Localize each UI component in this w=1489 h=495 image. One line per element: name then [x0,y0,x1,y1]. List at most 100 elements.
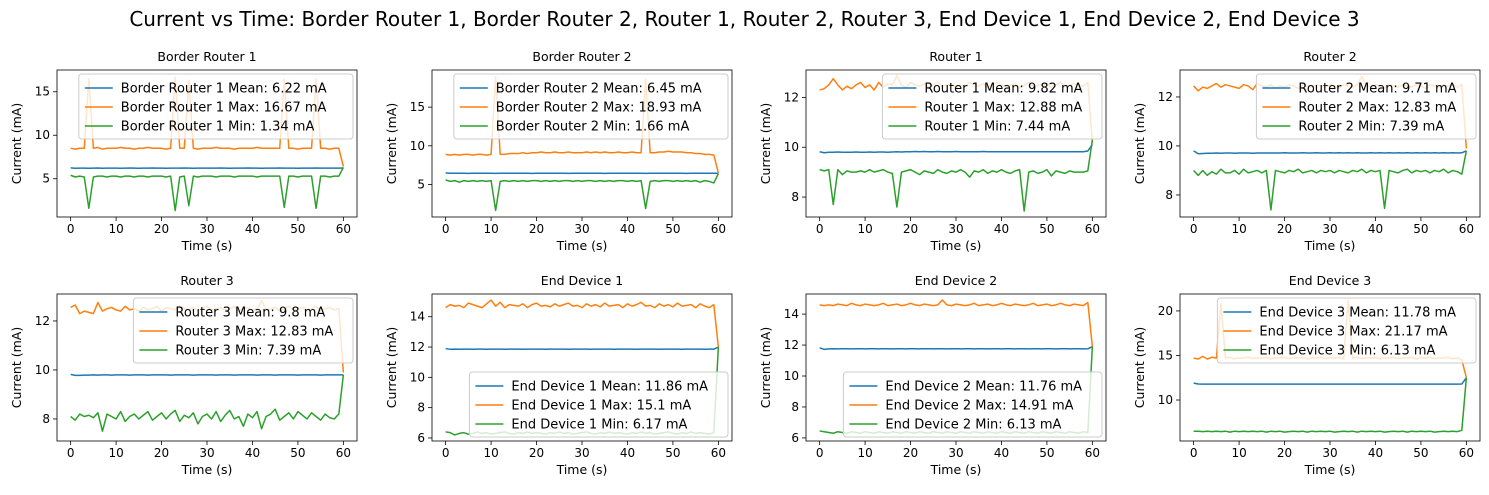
legend-entry-min: Router 1 Min: 7.44 mA [924,120,1070,135]
series-line-mean [1193,377,1467,385]
series-line-max [819,299,1094,347]
legend-entry-max: Border Router 1 Max: 16.67 mA [121,101,327,116]
y-axis-label: Current (mA) [758,103,773,184]
x-tick-label: 30 [1322,446,1337,460]
x-tick-label: 30 [199,222,214,236]
legend-entry-min: Router 3 Min: 7.39 mA [175,344,321,359]
subplot-title: End Device 1 [541,273,623,288]
y-tick-label: 10 [784,369,799,383]
series-line-max [70,76,345,167]
y-axis-label: Current (mA) [1132,103,1147,184]
x-tick-label: 30 [948,446,963,460]
legend: End Device 2 Mean: 11.76 mA End Device 2 … [842,371,1103,438]
subplot-1: Border Router 1 0 10 20 30 40 50 60 5 10 15 Time (s… [9,49,358,253]
legend-entry-mean: Router 2 Mean: 9.71 mA [1298,82,1456,97]
y-axis-label: Current (mA) [9,103,24,184]
legend-entry-max: Router 1 Max: 12.88 mA [924,101,1082,116]
legend-entry-mean: Border Router 1 Mean: 6.22 mA [121,82,327,97]
x-tick-label: 0 [816,222,824,236]
series-line-max [445,75,720,174]
legend-entry-max: End Device 1 Max: 15.1 mA [511,399,691,414]
subplot-6: End Device 1 0 10 20 30 40 50 60 6 8 10 12 14 Time (s… [384,273,733,477]
x-axis-label: Time (s) [556,462,608,477]
subplot-8: End Device 3 0 10 20 30 40 50 60 10 15 20 Time (s) C… [1132,273,1481,477]
legend: End Device 1 Mean: 11.86 mA End Device 1 … [468,371,729,438]
x-tick-label: 0 [442,446,450,460]
y-tick-label: 20 [1158,304,1173,318]
series-line-mean [1193,150,1467,155]
x-tick-label: 60 [336,446,351,460]
legend-box [1216,297,1477,364]
legend: Router 2 Mean: 9.71 mA Router 2 Max: 12.8… [1255,73,1477,140]
subplot-5: Router 3 0 10 20 30 40 50 60 8 10 12 Time (s) Curren… [9,273,358,477]
subplot-title: End Device 3 [1289,273,1371,288]
y-tick-label: 12 [1158,90,1173,104]
legend-entry-min: Border Router 1 Min: 1.34 mA [121,120,315,135]
x-tick-label: 0 [1190,446,1198,460]
x-axis-label: Time (s) [556,238,608,253]
series-line-mean [819,345,1093,351]
legend-box [881,73,1103,140]
legend-box [132,297,354,364]
legend-box [453,73,729,140]
series-line-min [70,374,345,432]
x-axis-label: Time (s) [930,462,982,477]
subplot-7: End Device 2 0 10 20 30 40 50 60 6 8 10 12 14 Time (s… [758,273,1107,477]
legend-entry-mean: End Device 3 Mean: 11.78 mA [1259,306,1456,321]
y-tick-label: 8 [1165,188,1173,202]
x-tick-label: 10 [857,222,872,236]
legend-entry-max: End Device 2 Max: 14.91 mA [885,399,1073,414]
x-tick-label: 50 [290,446,305,460]
y-tick-label: 10 [1158,393,1173,407]
y-axis-label: Current (mA) [9,327,24,408]
y-tick-label: 5 [42,172,50,186]
x-tick-label: 60 [1085,222,1100,236]
x-tick-label: 40 [1368,446,1383,460]
series-line-min [1193,377,1468,433]
y-axis-label: Current (mA) [758,327,773,408]
legend-entry-mean: Border Router 2 Mean: 6.45 mA [496,82,702,97]
x-tick-label: 0 [816,446,824,460]
x-tick-label: 10 [108,446,123,460]
figure-title: Current vs Time: Border Router 1, Border… [129,7,1359,31]
legend: Router 3 Mean: 9.8 mA Router 3 Max: 12.83… [132,297,354,364]
y-tick-label: 10 [35,363,50,377]
legend-entry-mean: End Device 1 Mean: 11.86 mA [511,380,708,395]
y-tick-label: 10 [410,370,425,384]
series-line-mean [70,373,344,377]
series-line-mean [445,346,719,351]
x-tick-label: 0 [1190,222,1198,236]
legend-entry-max: End Device 3 Max: 21.17 mA [1259,325,1447,340]
y-tick-label: 8 [42,412,50,426]
y-tick-label: 15 [410,100,425,114]
legend-entry-mean: Router 1 Mean: 9.82 mA [924,82,1082,97]
x-tick-label: 60 [1459,222,1474,236]
x-tick-label: 0 [67,222,75,236]
x-axis-label: Time (s) [181,462,233,477]
y-axis-label: Current (mA) [384,327,399,408]
x-tick-label: 50 [1413,446,1428,460]
x-tick-label: 40 [620,446,635,460]
legend-entry-min: End Device 1 Min: 6.17 mA [511,418,687,433]
subplot-title: Router 1 [929,49,982,64]
x-axis-label: Time (s) [1304,462,1356,477]
y-tick-label: 12 [784,90,799,104]
x-tick-label: 40 [245,222,260,236]
series-line-min [1193,150,1468,211]
x-tick-label: 20 [529,446,544,460]
y-tick-label: 12 [784,338,799,352]
x-tick-label: 60 [336,222,351,236]
legend-box [468,371,729,438]
x-tick-label: 10 [483,446,498,460]
y-tick-label: 15 [1158,348,1173,362]
legend-entry-max: Border Router 2 Max: 18.93 mA [496,101,702,116]
x-tick-label: 40 [620,222,635,236]
x-tick-label: 10 [1231,222,1246,236]
series-line-mean [819,144,1093,154]
x-tick-label: 20 [903,446,918,460]
y-tick-label: 10 [1158,139,1173,153]
legend-box [842,371,1103,438]
y-tick-label: 14 [410,310,425,324]
